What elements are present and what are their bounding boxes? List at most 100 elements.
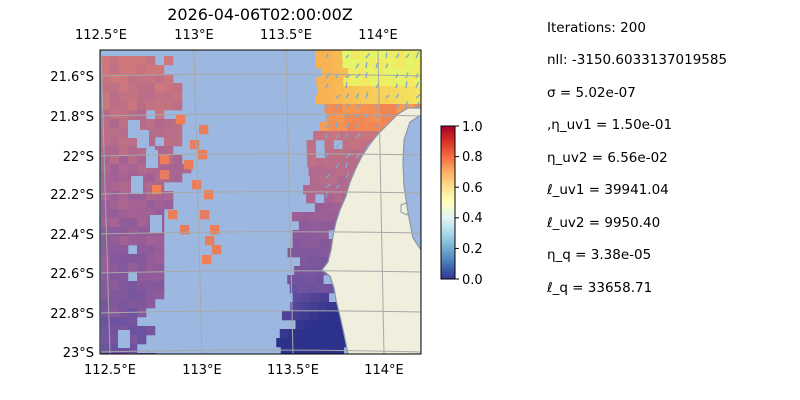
graticule-line bbox=[100, 191, 421, 195]
data-cell bbox=[128, 137, 138, 147]
data-gap bbox=[137, 130, 149, 148]
data-cell bbox=[101, 119, 111, 129]
data-cell bbox=[326, 113, 336, 123]
data-cell bbox=[290, 311, 301, 321]
data-cell bbox=[146, 299, 156, 309]
data-cell bbox=[205, 236, 215, 246]
data-cell bbox=[309, 212, 320, 222]
data-cell bbox=[119, 218, 129, 228]
data-cell bbox=[312, 185, 322, 195]
data-cell bbox=[101, 263, 111, 273]
current-arrow bbox=[345, 81, 348, 89]
data-cell bbox=[146, 128, 156, 138]
data-cell bbox=[119, 272, 129, 282]
data-cell bbox=[146, 281, 156, 291]
data-cell bbox=[352, 158, 362, 168]
graticule-line bbox=[100, 349, 421, 353]
data-cell bbox=[110, 227, 120, 237]
data-cell bbox=[339, 185, 349, 195]
data-cell bbox=[110, 110, 120, 120]
data-cell bbox=[324, 194, 334, 204]
data-cell bbox=[360, 140, 370, 150]
data-cell bbox=[101, 74, 111, 84]
data-cell bbox=[128, 218, 138, 228]
data-cell bbox=[321, 68, 331, 78]
data-cell bbox=[316, 221, 327, 231]
data-cell bbox=[155, 272, 165, 282]
graticule-line bbox=[100, 73, 421, 77]
data-cell bbox=[357, 68, 367, 78]
data-cell bbox=[119, 200, 129, 210]
lat-tick: 23°S bbox=[63, 346, 94, 361]
stat-ell-q: ℓ_q = 33658.71 bbox=[547, 280, 653, 296]
data-cell bbox=[362, 113, 372, 123]
data-cell bbox=[110, 119, 120, 129]
data-cell bbox=[414, 50, 421, 60]
data-cell bbox=[137, 200, 147, 210]
data-cell bbox=[321, 338, 331, 348]
data-cell bbox=[344, 167, 354, 177]
data-cell bbox=[389, 86, 400, 96]
data-cell bbox=[146, 74, 156, 84]
data-cell bbox=[317, 167, 327, 177]
data-cell bbox=[101, 182, 111, 192]
data-cell bbox=[119, 209, 129, 219]
data-cell bbox=[101, 56, 111, 66]
data-cell bbox=[110, 155, 120, 165]
data-cell bbox=[101, 299, 111, 309]
data-cell bbox=[334, 158, 344, 168]
data-cell bbox=[349, 131, 359, 141]
data-cell bbox=[397, 77, 407, 87]
data-cell bbox=[351, 140, 361, 150]
data-cell bbox=[360, 59, 370, 69]
data-cell bbox=[333, 329, 344, 339]
data-cell bbox=[128, 83, 138, 93]
data-cell bbox=[101, 290, 111, 300]
data-cell bbox=[180, 225, 190, 235]
data-cell bbox=[101, 92, 111, 102]
data-cell bbox=[379, 77, 389, 87]
data-cell bbox=[164, 119, 174, 129]
data-cell bbox=[119, 191, 129, 201]
current-arrow bbox=[345, 93, 350, 99]
data-cell bbox=[128, 254, 138, 264]
data-cell bbox=[303, 338, 313, 348]
data-cell bbox=[336, 176, 347, 186]
data-cell bbox=[110, 245, 120, 255]
data-cell bbox=[173, 92, 183, 102]
data-cell bbox=[137, 236, 147, 246]
data-cell bbox=[310, 239, 320, 249]
data-cell bbox=[101, 227, 111, 237]
data-cell bbox=[137, 155, 147, 165]
current-arrow bbox=[345, 162, 348, 169]
colorbar-tick-label: 1.0 bbox=[462, 120, 483, 135]
data-cell bbox=[146, 92, 156, 102]
data-cell bbox=[325, 284, 336, 294]
data-cell bbox=[128, 200, 138, 210]
data-cell bbox=[155, 74, 165, 84]
data-cell bbox=[110, 236, 120, 246]
data-cell bbox=[351, 50, 361, 60]
data-cell bbox=[119, 173, 129, 183]
data-cell bbox=[396, 95, 406, 105]
current-arrow bbox=[325, 103, 329, 109]
data-cell bbox=[301, 293, 312, 303]
data-cell bbox=[110, 92, 120, 102]
data-cell bbox=[155, 83, 165, 93]
data-cell bbox=[137, 326, 147, 336]
data-cell bbox=[119, 281, 129, 291]
data-cell bbox=[101, 245, 111, 255]
bottom-lon-tick: 113.5°E bbox=[267, 363, 319, 378]
data-cell bbox=[110, 209, 120, 219]
top-lon-tick: 112.5°E bbox=[75, 28, 127, 43]
data-cell bbox=[322, 320, 332, 330]
data-cell bbox=[300, 212, 311, 222]
data-cell bbox=[374, 122, 384, 132]
data-cell bbox=[288, 329, 299, 339]
data-cell bbox=[405, 50, 415, 60]
data-cell bbox=[110, 164, 120, 174]
data-cell bbox=[200, 210, 210, 220]
data-cell bbox=[343, 158, 353, 168]
data-cell bbox=[110, 200, 120, 210]
data-cell bbox=[101, 65, 111, 75]
